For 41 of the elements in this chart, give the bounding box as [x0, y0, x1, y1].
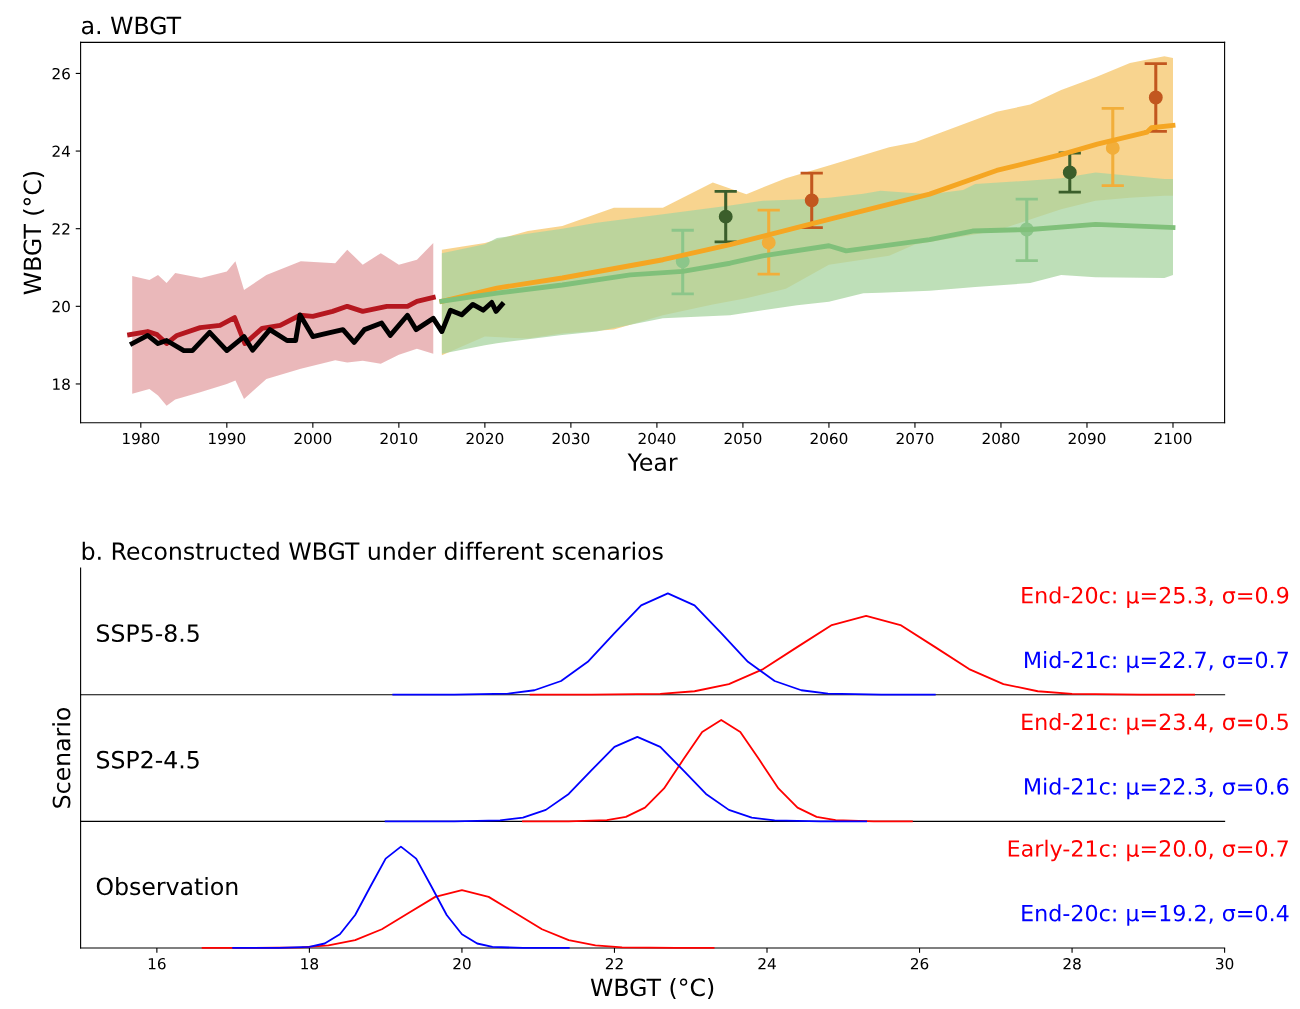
x-tick-label: 2060	[810, 432, 848, 445]
text: End-20c: μ=25.3, σ=0.9	[1022, 586, 1289, 608]
y-tick-label: 18	[53, 378, 70, 390]
x-tick-label: 2020	[466, 432, 504, 445]
y-axis-title: WBGT (°C)	[23, 172, 45, 295]
x-axis-title: Year	[627, 453, 678, 472]
x-tick-label: 2010	[380, 432, 418, 445]
y-tick-label: 22	[52, 223, 70, 235]
annotation: Observation	[96, 877, 238, 896]
x-tick-label: 30	[1216, 957, 1234, 970]
text: Early-21c: μ=20.0, σ=0.7	[1008, 839, 1288, 862]
chart-title: b. Reconstructed WBGT under different scenarios	[82, 541, 663, 561]
annotation: SSP2-4.5	[97, 750, 199, 769]
x-tick-label: 18	[301, 957, 319, 970]
text: End-20c: μ=19.2, σ=0.4	[1022, 904, 1289, 926]
x-tick-label: 24	[758, 957, 776, 970]
text: Mid-21c: μ=22.3, σ=0.6	[1025, 777, 1289, 800]
x-tick-label: 2000	[294, 432, 332, 445]
x-tick-label: 22	[605, 957, 623, 970]
x-axis-title: WBGT (°C)	[590, 978, 714, 1000]
chart-title: a. WBGT	[82, 16, 182, 35]
x-tick-label: 2030	[552, 432, 590, 445]
text: End-21c: μ=23.4, σ=0.5	[1022, 713, 1288, 735]
x-tick-label: 2090	[1068, 432, 1106, 445]
y-tick-label: 24	[52, 145, 71, 157]
y-axis-title: Scenario	[52, 707, 71, 808]
x-tick-label: 2050	[724, 432, 762, 445]
x-tick-label: 2070	[896, 432, 934, 445]
x-tick-label: 20	[453, 957, 471, 970]
x-tick-label: 2080	[982, 432, 1020, 445]
x-tick-label: 1990	[209, 432, 246, 445]
annotation: SSP5-8.5	[97, 624, 199, 643]
x-tick-label: 2100	[1154, 432, 1192, 445]
x-tick-label: 1980	[123, 432, 160, 445]
x-tick-label: 28	[1063, 957, 1081, 970]
y-tick-label: 20	[52, 300, 70, 313]
x-tick-label: 2040	[638, 432, 676, 445]
x-tick-label: 26	[910, 957, 929, 970]
y-tick-label: 26	[52, 67, 70, 80]
text: Mid-21c: μ=22.7, σ=0.7	[1025, 651, 1288, 673]
x-tick-label: 16	[148, 957, 166, 970]
